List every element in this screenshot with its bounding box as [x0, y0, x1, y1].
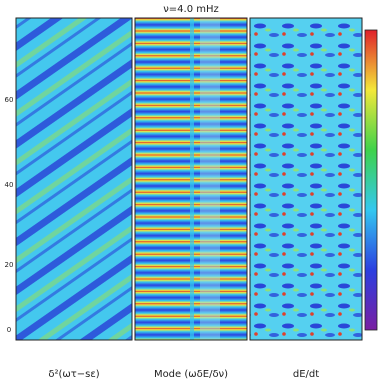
y-tick-label: 0 [7, 326, 11, 334]
y-tick-label: 60 [5, 96, 14, 104]
panel-2-map [134, 17, 248, 341]
y-tick-label: 20 [5, 261, 14, 269]
y-tick-label: 40 [5, 181, 14, 189]
panel-1-map [15, 17, 133, 341]
title: ν=4.0 mHz [163, 4, 219, 15]
panel-3-map [249, 17, 363, 341]
panel-label: δ²(ωτ−sε) [48, 369, 99, 380]
colorbar [364, 29, 378, 331]
panel-label: Mode (ωδE/δν) [154, 369, 228, 380]
panel-label: dE/dt [293, 369, 319, 380]
